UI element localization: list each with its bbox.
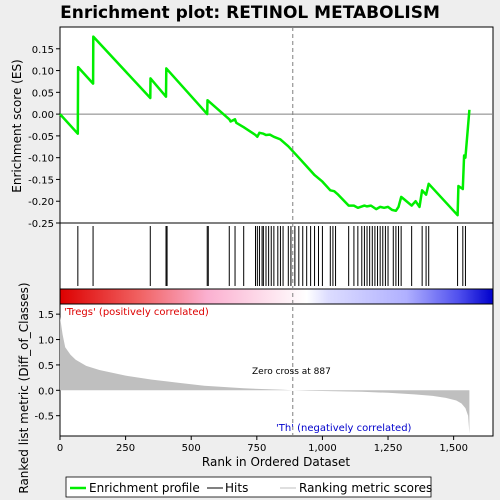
es-y-label: Enrichment score (ES) [10,59,24,192]
hits-panel [59,222,494,290]
x-tick-label: 1,250 [374,443,403,454]
es-y-tick-label: 0.15 [32,45,54,56]
metric-y-tick-label: 1.0 [38,336,54,347]
legend: Enrichment profile Hits Ranking metric s… [65,476,432,498]
metric-y-tick-label: 1.5 [38,310,54,321]
metric-y-tick-label: 0.0 [38,386,54,397]
es-y-tick-label: 0.05 [32,88,54,99]
legend-profile-label: Enrichment profile [89,481,200,495]
metric-y-ticks: -0.5 0.0 0.5 1.0 1.5 [34,310,60,423]
chart-title: Enrichment plot: RETINOL METABOLISM [60,3,440,23]
es-y-tick-label: -0.05 [28,132,54,143]
x-tick-label: 250 [116,443,135,454]
es-y-tick-label: -0.10 [28,154,54,165]
x-tick-label: 0 [57,443,63,454]
hit-marks [77,226,466,286]
rank-color-bar [59,288,494,305]
es-y-tick-label: -0.15 [28,175,54,186]
es-y-tick-label: 0.00 [32,110,54,121]
negative-label: 'Th' (negatively correlated) [276,423,412,434]
legend-metric-label: Ranking metric scores [299,481,432,495]
x-tick-label: 1,500 [439,443,468,454]
metric-plot-area [59,303,494,437]
rank-gradient [59,288,494,305]
es-plot-area [59,26,494,224]
es-y-tick-label: 0.10 [32,67,54,78]
enrichment-profile-line [59,35,471,217]
es-panel: -0.25 -0.20 -0.15 -0.10 -0.05 0.00 0.05 0.10 0.1… [10,26,494,230]
x-ticks: 0 250 500 750 1,000 1,250 1,500 [57,436,468,454]
x-tick-label: 500 [182,443,201,454]
zero-cross-label: Zero cross at 887 [252,367,331,377]
es-y-tick-label: -0.25 [28,219,54,230]
es-y-ticks: -0.25 -0.20 -0.15 -0.10 -0.05 0.00 0.05 0.10 0.1… [28,45,60,230]
metric-y-label: Ranked list metric (Diff_of_Classes) [17,282,31,493]
hits-plot-area [59,222,494,290]
legend-box [65,476,432,498]
legend-hits-label: Hits [225,481,248,495]
metric-y-tick-label: 0.5 [38,361,54,372]
x-tick-label: 750 [247,443,266,454]
metric-panel: -0.5 0.0 0.5 1.0 1.5 'Tregs' (positively cor… [17,27,494,494]
es-y-tick-label: -0.20 [28,197,54,208]
x-tick-label: 1,000 [308,443,337,454]
metric-y-tick-label: -0.5 [34,412,54,423]
x-axis-label: Rank in Ordered Dataset [202,455,350,469]
positive-label: 'Tregs' (positively correlated) [64,307,209,318]
